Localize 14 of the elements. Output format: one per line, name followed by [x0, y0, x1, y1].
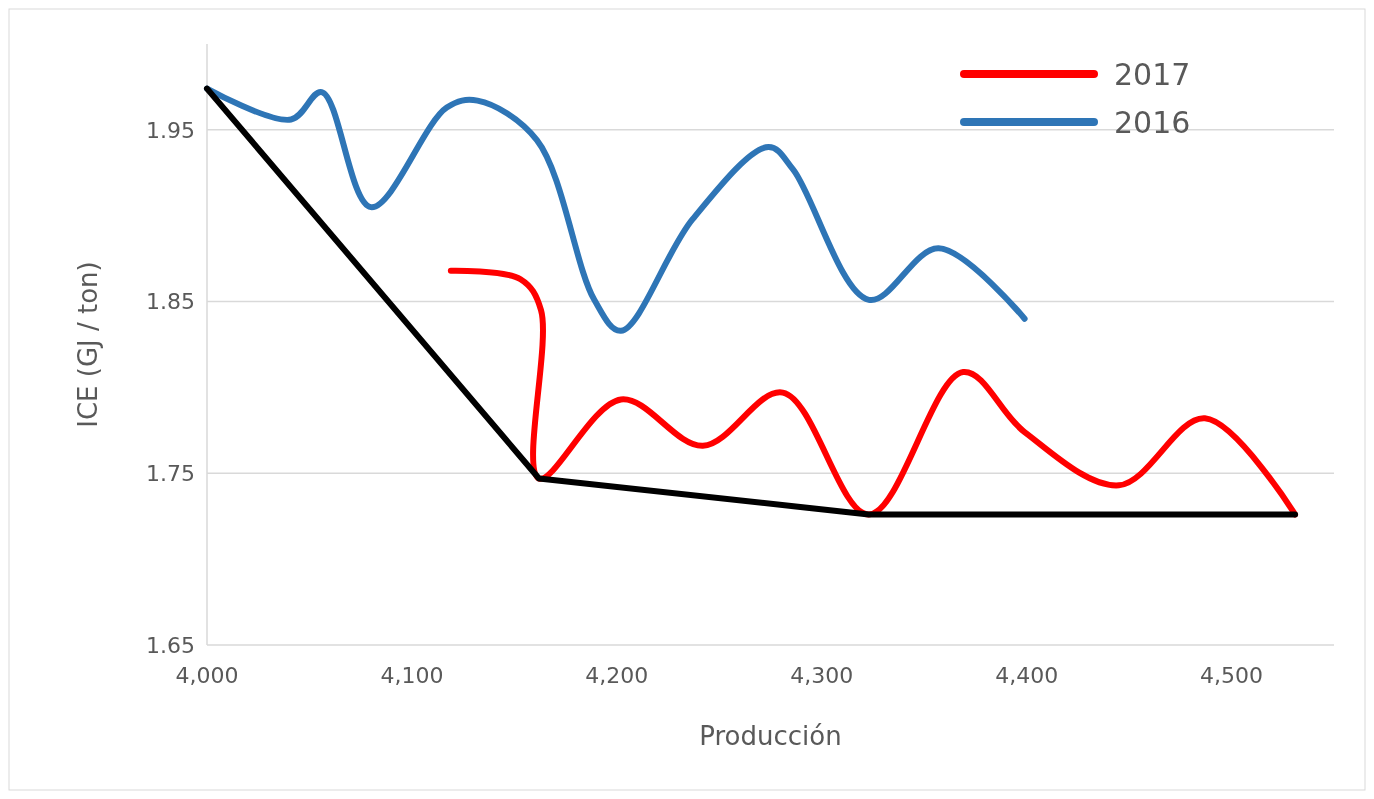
x-tick-label: 4,000: [175, 663, 239, 688]
x-tick-label: 4,300: [790, 663, 854, 688]
x-tick-label: 4,500: [1200, 663, 1264, 688]
y-tick-label: 1.65: [146, 632, 195, 658]
x-tick-label: 4,100: [380, 663, 444, 688]
y-tick-label: 1.75: [146, 460, 195, 486]
x-tick-label: 4,200: [585, 663, 649, 688]
x-tick-label: 4,400: [995, 663, 1059, 688]
y-tick-label: 1.95: [146, 117, 195, 143]
x-axis-title: Producción: [699, 721, 842, 751]
legend-label: 2017: [1114, 56, 1191, 92]
legend-label: 2016: [1114, 104, 1191, 140]
y-tick-label: 1.85: [146, 289, 195, 315]
y-axis-title: ICE (GJ / ton): [73, 261, 103, 428]
